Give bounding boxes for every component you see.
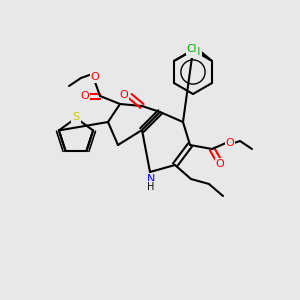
Text: O: O <box>226 138 234 148</box>
Text: Cl: Cl <box>191 47 201 57</box>
Text: H: H <box>147 182 155 192</box>
Text: O: O <box>120 90 128 100</box>
Text: O: O <box>91 72 99 82</box>
Text: Cl: Cl <box>187 44 197 54</box>
Text: N: N <box>147 174 155 184</box>
Text: O: O <box>216 159 224 169</box>
Text: S: S <box>72 112 80 122</box>
Text: O: O <box>81 91 89 101</box>
